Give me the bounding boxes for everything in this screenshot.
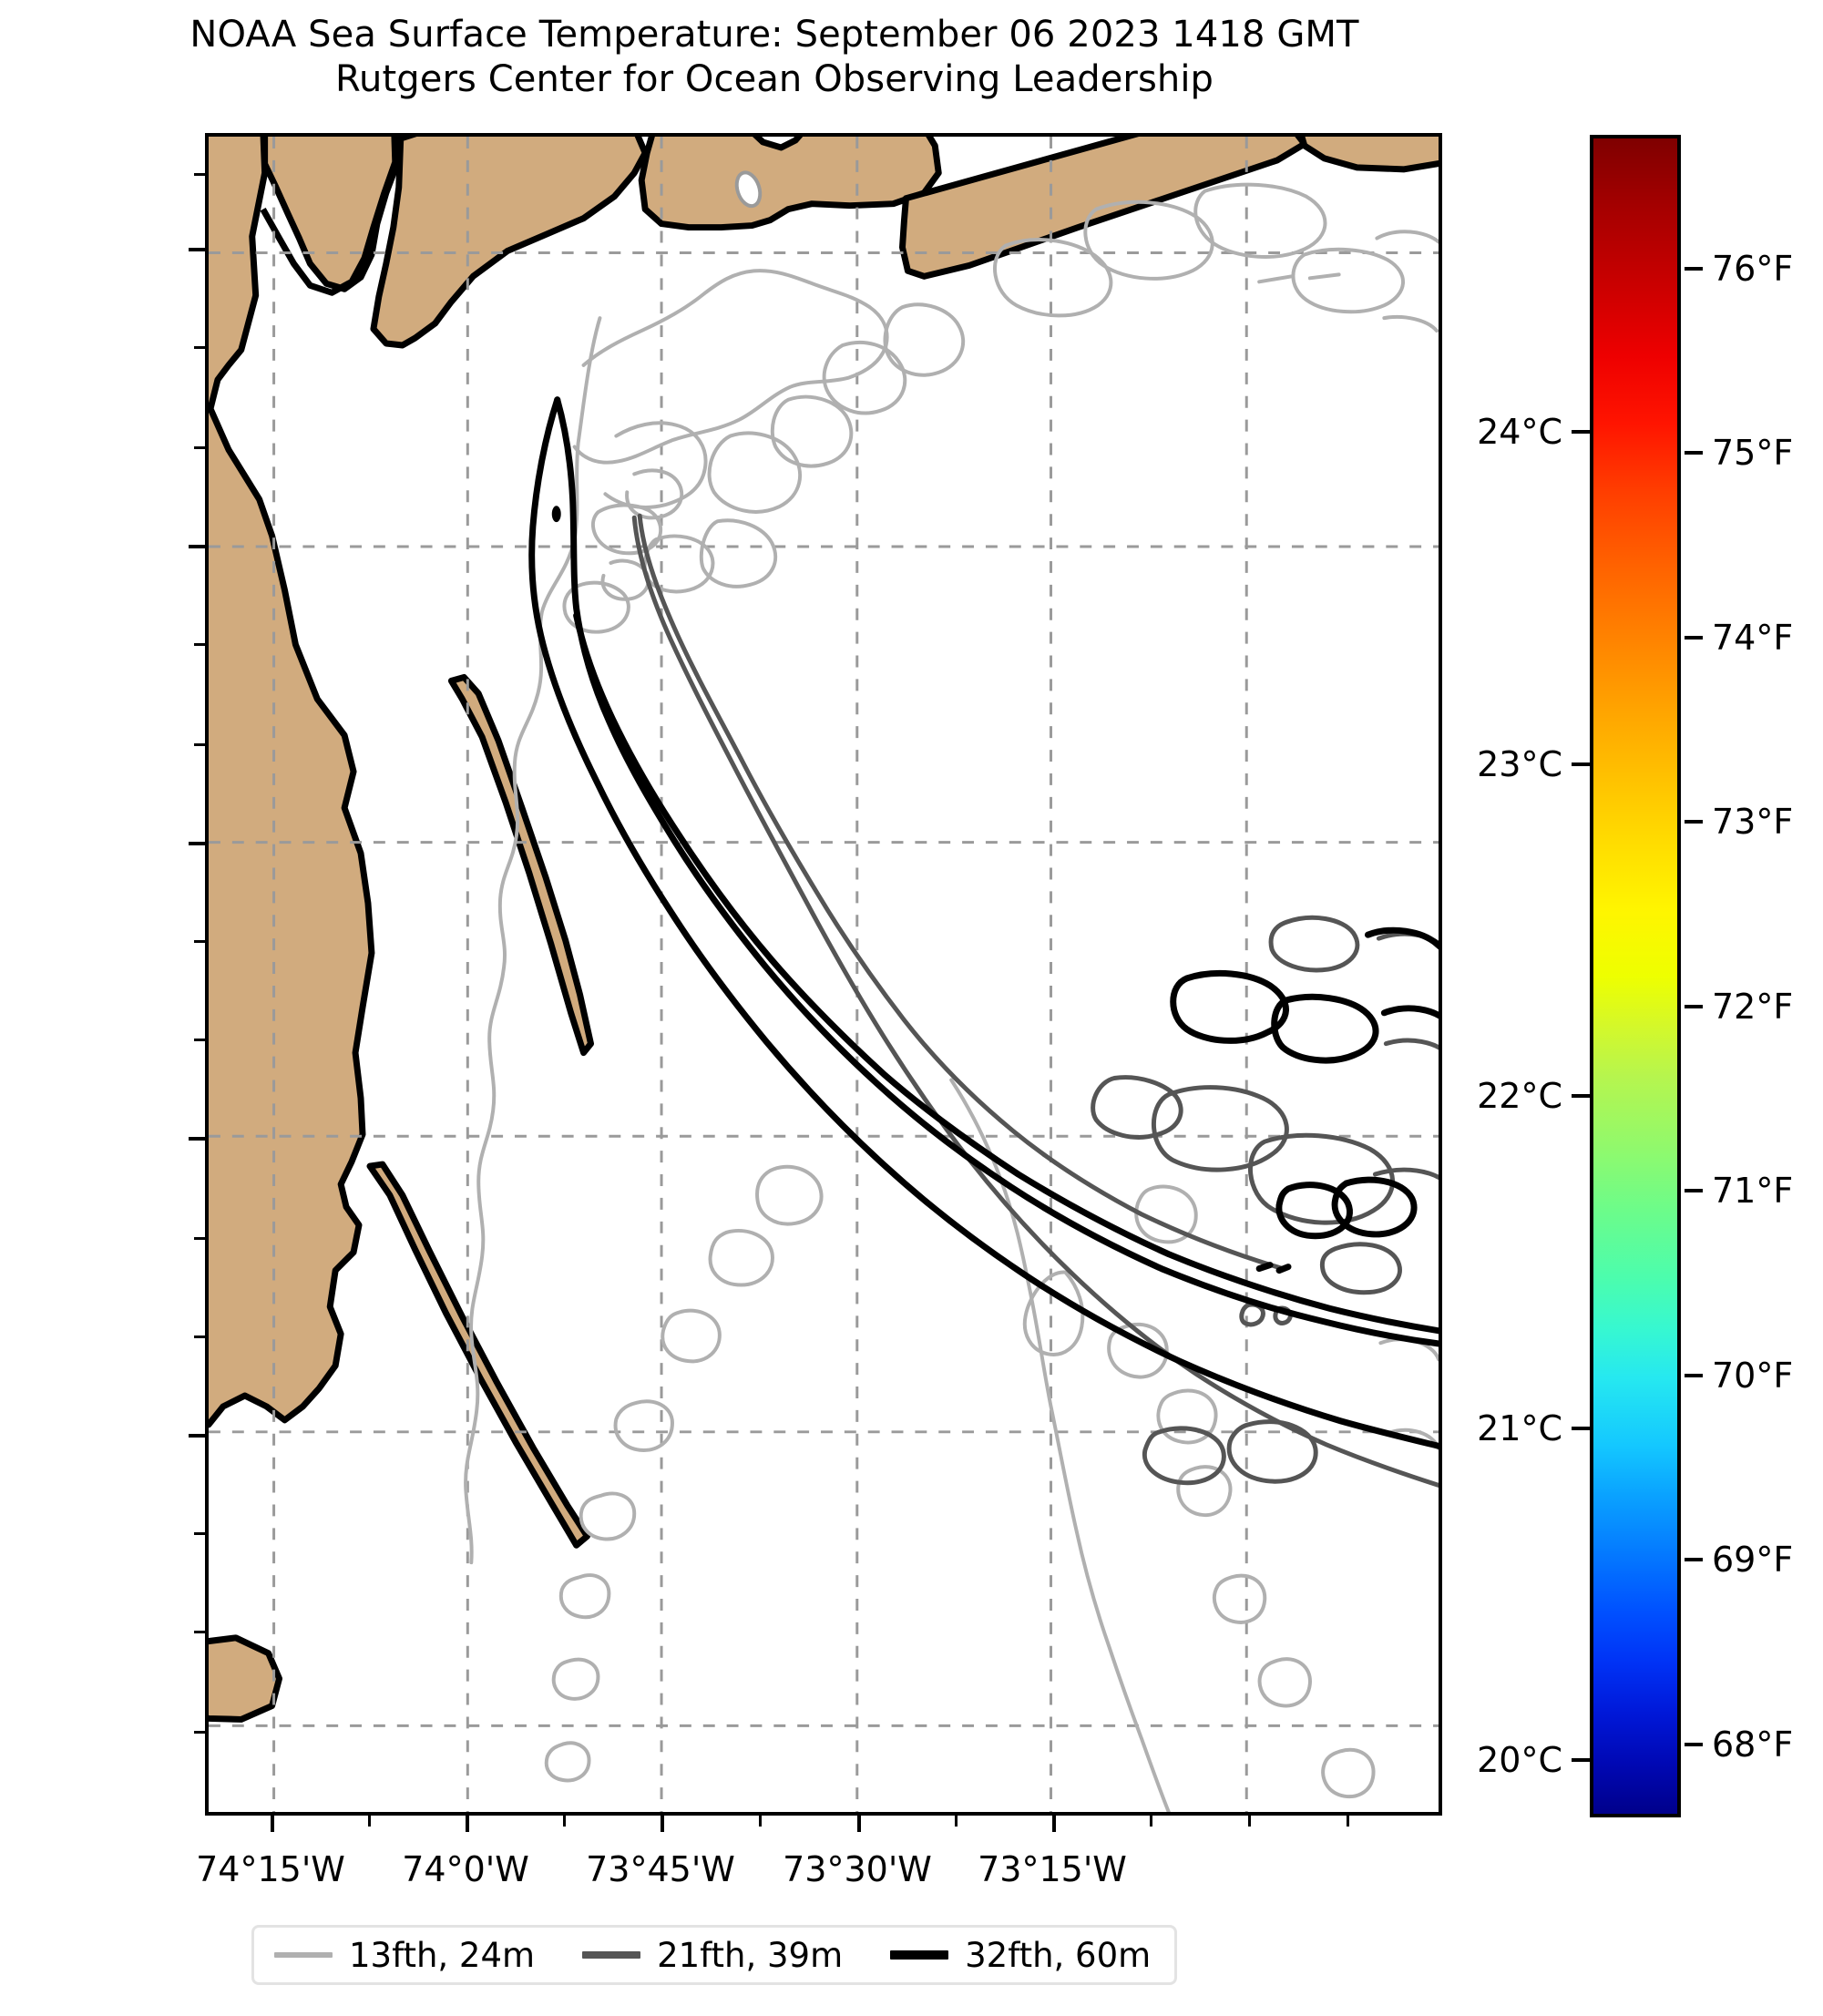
y-tick-minor <box>194 446 205 449</box>
legend-line-32fth-icon <box>890 1950 949 1960</box>
cb-tick-f-75 <box>1685 451 1703 455</box>
cb-tick-f-71 <box>1685 1189 1703 1192</box>
y-tick-minor <box>194 346 205 349</box>
cb-label-f-71: 71°F <box>1712 1171 1794 1211</box>
x-tick-minor <box>563 1816 566 1827</box>
map-gridlines <box>209 137 1439 1812</box>
cb-tick-f-70 <box>1685 1374 1703 1377</box>
land-small-harbor-island <box>734 170 763 209</box>
cb-tick-f-72 <box>1685 1005 1703 1008</box>
cb-label-f-70: 70°F <box>1712 1356 1794 1396</box>
land-long-island-east <box>1298 137 1439 173</box>
cb-label-c-22: 22°C <box>1477 1076 1562 1116</box>
cb-label-f-73: 73°F <box>1712 802 1794 842</box>
cb-label-c-20: 20°C <box>1477 1740 1562 1780</box>
cb-tick-c-23 <box>1572 762 1590 766</box>
cb-label-f-68: 68°F <box>1712 1724 1794 1765</box>
y-tick-minor <box>194 940 205 943</box>
land-new-jersey <box>209 137 375 1428</box>
map-canvas <box>209 137 1439 1812</box>
y-tick-40-15 <box>189 545 205 548</box>
x-tick-minor <box>1347 1816 1349 1827</box>
y-tick-40-0 <box>189 842 205 845</box>
y-tick-minor <box>194 743 205 746</box>
cb-label-f-72: 72°F <box>1712 987 1794 1027</box>
cb-tick-c-22 <box>1572 1094 1590 1098</box>
cb-label-c-21: 21°C <box>1477 1408 1562 1448</box>
title-line-1: NOAA Sea Surface Temperature: September … <box>189 14 1359 56</box>
ocean-background <box>209 137 1439 1812</box>
x-tick-74-15 <box>271 1816 274 1832</box>
land-island-beach-barrier <box>447 673 594 1057</box>
map-plot-area[interactable] <box>205 133 1442 1816</box>
coast-sandy-hook-strip <box>260 137 399 296</box>
cb-label-f-69: 69°F <box>1712 1540 1794 1580</box>
title-line-2: Rutgers Center for Ocean Observing Leade… <box>334 57 1214 100</box>
x-tick-minor <box>368 1816 371 1827</box>
x-tick-minor <box>759 1816 762 1827</box>
y-tick-minor <box>194 1532 205 1535</box>
x-tick-minor <box>1150 1816 1152 1827</box>
cb-tick-f-76 <box>1685 267 1703 271</box>
y-tick-minor <box>194 643 205 646</box>
y-tick-minor <box>194 1335 205 1338</box>
y-tick-minor <box>194 1039 205 1041</box>
y-tick-minor <box>194 1237 205 1240</box>
y-tick-minor <box>194 1731 205 1734</box>
x-tick-73-15 <box>1052 1816 1056 1832</box>
lon-label-74-15: 74°15'W <box>196 1849 345 1889</box>
legend-entry-32fth[interactable]: 32fth, 60m <box>890 1936 1151 1975</box>
x-tick-minor <box>1248 1816 1251 1827</box>
x-tick-minor <box>955 1816 958 1827</box>
colorbar-gradient <box>1590 135 1681 1817</box>
legend-line-13fth-icon <box>274 1952 333 1958</box>
legend-entry-13fth[interactable]: 13fth, 24m <box>274 1936 535 1975</box>
cb-label-c-24: 24°C <box>1477 412 1562 452</box>
cb-tick-f-68 <box>1685 1743 1703 1746</box>
x-tick-74-0 <box>466 1816 469 1832</box>
land-nj-raritan-shore <box>370 137 649 349</box>
isobath-13fth-24m <box>464 182 1439 1812</box>
cb-label-f-74: 74°F <box>1712 618 1794 658</box>
lon-label-73-15: 73°15'W <box>978 1849 1127 1889</box>
y-tick-39-45 <box>189 1137 205 1141</box>
x-tick-73-45 <box>661 1816 664 1832</box>
cb-tick-c-21 <box>1572 1427 1590 1430</box>
cb-label-c-23: 23°C <box>1477 744 1562 784</box>
isobath-21fth-39m <box>631 513 1439 1488</box>
lon-label-73-45: 73°45'W <box>586 1849 735 1889</box>
x-tick-73-30 <box>857 1816 861 1832</box>
lon-label-74-0: 74°0'W <box>402 1849 529 1889</box>
legend-entry-21fth[interactable]: 21fth, 39m <box>582 1936 843 1975</box>
cb-label-f-75: 75°F <box>1712 433 1794 473</box>
legend-label-32fth: 32fth, 60m <box>965 1935 1152 1975</box>
cb-tick-c-24 <box>1572 430 1590 434</box>
land-long-beach-island <box>366 1161 591 1549</box>
isobath-legend[interactable]: 13fth, 24m 21fth, 39m 32fth, 60m <box>251 1925 1178 1985</box>
cb-tick-f-73 <box>1685 820 1703 824</box>
temperature-colorbar[interactable] <box>1590 135 1681 1817</box>
cb-tick-c-20 <box>1572 1758 1590 1762</box>
isobath-32fth-60m <box>528 396 1439 1449</box>
land-bottom-left-nub <box>209 1634 283 1723</box>
legend-label-13fth: 13fth, 24m <box>349 1935 536 1975</box>
cb-tick-f-69 <box>1685 1558 1703 1561</box>
lon-label-73-30: 73°30'W <box>783 1849 932 1889</box>
figure-title: NOAA Sea Surface Temperature: September … <box>0 13 1549 102</box>
legend-line-21fth-icon <box>582 1951 641 1959</box>
land-staten-island <box>638 137 942 231</box>
y-tick-39-30 <box>189 1434 205 1438</box>
y-tick-minor <box>194 1631 205 1633</box>
legend-label-21fth: 21fth, 39m <box>657 1935 844 1975</box>
y-tick-minor <box>194 173 205 176</box>
cb-tick-f-74 <box>1685 636 1703 640</box>
cb-label-f-76: 76°F <box>1712 249 1794 289</box>
y-tick-40-30 <box>189 248 205 251</box>
